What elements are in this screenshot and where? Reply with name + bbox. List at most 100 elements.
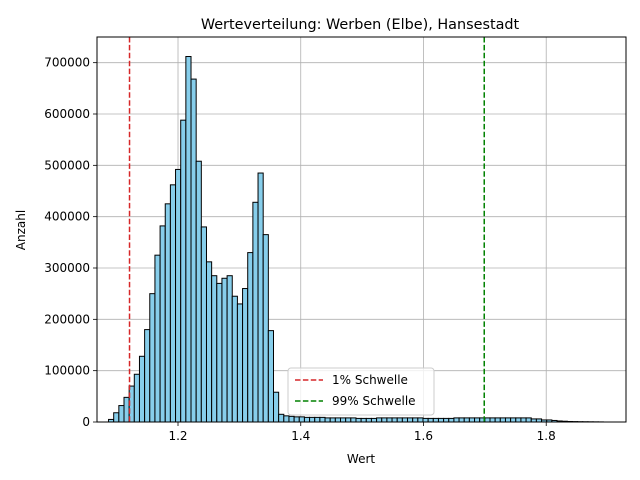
histogram-bar [211, 275, 218, 423]
histogram-bar [159, 225, 166, 423]
histogram-bar [340, 417, 347, 423]
histogram-bar [458, 417, 465, 423]
histogram-bar [391, 417, 398, 423]
histogram-bar [396, 417, 403, 423]
histogram-bar [520, 417, 527, 423]
histogram-bar [242, 288, 249, 423]
histogram-bar [303, 416, 311, 423]
histogram-bar [226, 275, 233, 423]
y-tick-label: 500000 [44, 158, 90, 172]
histogram-bar [205, 261, 213, 423]
histogram-bar [448, 417, 455, 423]
histogram-bar [468, 417, 476, 423]
histogram-bar [401, 417, 409, 423]
y-axis-ticks: 0 100000 200000 300000 400000 500000 600000 700… [44, 56, 97, 429]
histogram-bar [515, 417, 522, 423]
legend-label-99pct: 99% Schwelle [332, 394, 416, 408]
histogram-bar [247, 252, 254, 423]
histogram-bar [283, 415, 290, 423]
histogram-bar [138, 355, 146, 423]
legend-box [287, 367, 435, 416]
y-tick-label: 300000 [44, 261, 90, 275]
histogram-bar [489, 417, 496, 423]
plot-frame [96, 36, 627, 423]
histogram-bar [133, 373, 140, 423]
histogram-bar [190, 78, 197, 423]
histogram-bar [149, 293, 156, 423]
histogram-bar [376, 417, 383, 423]
y-tick-label: 200000 [44, 312, 90, 326]
histogram-bar [360, 417, 367, 423]
legend: 1% Schwelle 99% Schwelle [287, 367, 435, 416]
histogram-bar [350, 417, 357, 423]
chart-title: Werteverteilung: Werben (Elbe), Hansesta… [201, 17, 520, 33]
histogram-bar [175, 168, 182, 423]
histogram-bar [236, 303, 244, 423]
histogram-bar [324, 417, 331, 423]
histogram-bar [386, 417, 393, 423]
histogram-bar [267, 330, 274, 423]
histogram-bar [417, 417, 424, 423]
histogram-bar [221, 277, 228, 423]
histogram-bar [510, 417, 517, 423]
histogram-bar [494, 417, 501, 423]
y-tick-label: 700000 [44, 56, 90, 70]
histogram-bar [499, 417, 506, 423]
y-tick-label: 100000 [44, 364, 90, 378]
x-tick-label: 1.4 [291, 429, 310, 443]
histogram-bar [443, 417, 450, 423]
histogram-bar [118, 405, 125, 423]
histogram-bar [144, 329, 151, 423]
histogram-bar [154, 254, 161, 423]
histogram-bar [195, 160, 202, 423]
histogram-bar [278, 413, 285, 423]
histogram-bar [252, 201, 259, 423]
x-tick-label: 1.6 [414, 429, 433, 443]
histogram-bar [180, 119, 187, 423]
histogram-bar [334, 417, 342, 423]
x-tick-label: 1.8 [537, 429, 556, 443]
y-axis-label: Anzahl [14, 210, 28, 250]
histogram-bar [293, 416, 300, 423]
histogram-bar [484, 417, 491, 423]
histogram-bar [169, 184, 177, 423]
y-tick-label: 600000 [44, 107, 90, 121]
histogram-bar [504, 417, 512, 423]
histogram-bar [113, 412, 120, 423]
histogram-bar [288, 415, 295, 423]
histogram-bar [231, 295, 238, 423]
histogram-bar [185, 56, 192, 423]
y-tick-label: 400000 [44, 210, 90, 224]
histogram-bar [314, 416, 321, 423]
histogram-bars [108, 56, 604, 423]
threshold-lines [128, 37, 485, 422]
x-tick-label: 1.2 [168, 429, 187, 443]
histogram-bar [257, 172, 264, 423]
x-axis-label: Wert [347, 452, 375, 466]
histogram-bar [381, 417, 388, 423]
histogram-bar [463, 417, 470, 423]
histogram-bar [474, 417, 481, 423]
histogram-bar [298, 416, 305, 423]
histogram-bar [365, 417, 372, 423]
histogram-bar [453, 417, 460, 423]
histogram-bar [309, 416, 316, 423]
histogram-bar [123, 396, 130, 423]
histogram-bar [319, 416, 326, 423]
histogram-bar [200, 226, 207, 423]
histogram-bar [432, 417, 439, 423]
histogram-bar [329, 417, 336, 423]
histogram-bar [422, 417, 429, 423]
histogram-bar [355, 417, 362, 423]
histogram-bar [262, 234, 269, 423]
x-axis-ticks: 1.2 1.4 1.6 1.8 [168, 422, 556, 443]
histogram-bar [412, 417, 419, 423]
histogram-bar [370, 417, 378, 423]
y-tick-label: 0 [82, 415, 90, 429]
histogram-bar [272, 391, 280, 423]
histogram-bar [345, 417, 352, 423]
histogram-bar [427, 417, 434, 423]
legend-label-1pct: 1% Schwelle [332, 373, 408, 387]
histogram-bar [216, 282, 223, 423]
